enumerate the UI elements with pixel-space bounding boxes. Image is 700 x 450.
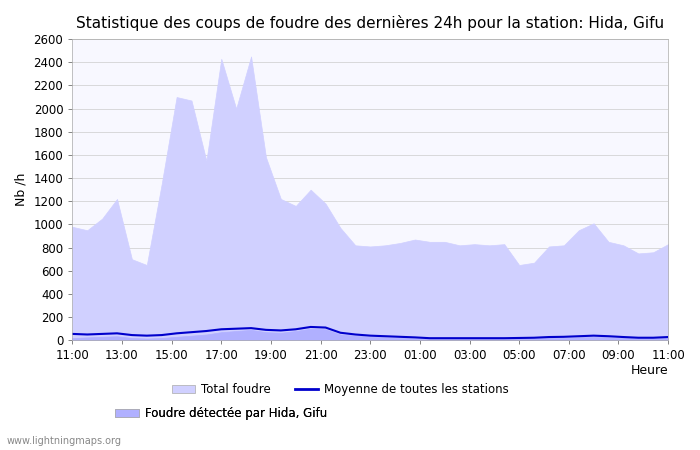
- Text: Heure: Heure: [631, 364, 668, 378]
- Legend: Foudre détectée par Hida, Gifu: Foudre détectée par Hida, Gifu: [111, 402, 332, 425]
- Text: www.lightningmaps.org: www.lightningmaps.org: [7, 436, 122, 446]
- Y-axis label: Nb /h: Nb /h: [15, 173, 28, 207]
- Title: Statistique des coups de foudre des dernières 24h pour la station: Hida, Gifu: Statistique des coups de foudre des dern…: [76, 15, 664, 31]
